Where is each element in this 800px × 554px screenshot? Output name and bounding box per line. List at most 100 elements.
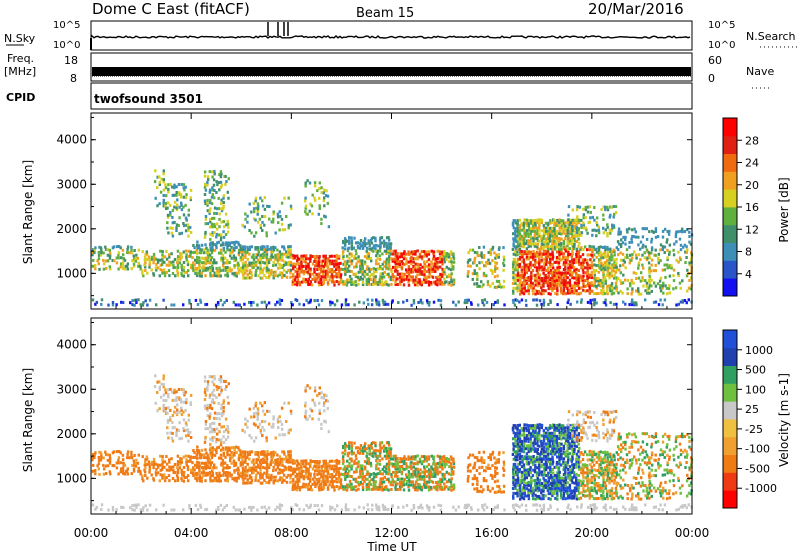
power-echo-cell <box>279 256 282 259</box>
power-echo-cell <box>372 278 376 282</box>
power-echo-cell <box>489 253 492 257</box>
power-echo-cell <box>558 273 561 277</box>
velocity-echo-cell <box>132 467 136 471</box>
power-echo-cell <box>94 264 97 268</box>
power-echo-cell <box>534 258 537 262</box>
power-echo-cell <box>237 268 241 272</box>
power-echo-cell <box>520 237 524 241</box>
velocity-echo-cell <box>352 477 355 481</box>
power-echo-cell <box>491 269 494 273</box>
velocity-echo-cell <box>304 389 307 393</box>
power-echo-cell <box>621 281 625 285</box>
power-echo-cell <box>547 274 550 278</box>
power-echo-cell <box>614 270 618 274</box>
power-echo-cell <box>497 253 500 257</box>
power-echo-cell <box>293 256 296 260</box>
power-echo-cell <box>582 223 586 227</box>
power-echo-cell <box>195 274 199 278</box>
power-echo-cell <box>377 249 380 253</box>
velocity-echo-cell <box>366 477 369 481</box>
power-echo-cell <box>562 263 565 267</box>
power-echo-cell <box>569 219 572 223</box>
velocity-echo-cell <box>219 375 223 379</box>
power-echo-cell <box>213 206 217 210</box>
power-echo-cell <box>593 271 596 275</box>
power-echo-cell <box>342 250 345 254</box>
power-echo-cell <box>612 258 616 262</box>
power-echo-cell <box>469 264 472 268</box>
velocity-echo-cell <box>387 454 390 458</box>
power-echo-cell <box>111 303 115 307</box>
power-echo-cell <box>593 278 596 282</box>
velocity-echo-cell <box>237 472 240 475</box>
power-echo-cell <box>296 267 299 271</box>
power-echo-cell <box>171 193 174 197</box>
velocity-echo-cell <box>392 462 395 466</box>
power-echo-cell <box>407 250 410 254</box>
velocity-echo-cell <box>328 483 331 487</box>
velocity-echo-cell <box>365 451 369 455</box>
power-echo-cell <box>198 246 201 250</box>
velocity-echo-cell <box>215 471 218 475</box>
power-echo-cell <box>512 289 515 293</box>
power-echo-cell <box>632 235 635 239</box>
power-echo-cell <box>578 286 581 290</box>
velocity-echo-cell <box>330 485 334 489</box>
velocity-echo-cell <box>108 459 112 462</box>
power-echo-cell <box>204 259 207 263</box>
velocity-echo-cell <box>265 470 269 474</box>
velocity-echo-cell <box>248 476 252 480</box>
power-echo-cell <box>527 219 531 223</box>
velocity-echo-cell <box>226 474 229 478</box>
velocity-echo-cell <box>311 482 314 486</box>
power-echo-cell <box>276 256 280 260</box>
power-echo-cell <box>437 257 440 260</box>
power-echo-cell <box>551 273 554 277</box>
velocity-echo-cell <box>175 398 178 402</box>
power-echo-cell <box>485 274 488 278</box>
power-echo-cell <box>597 228 601 232</box>
velocity-echo-cell <box>241 455 245 459</box>
power-echo-cell <box>589 258 592 262</box>
velocity-echo-cell <box>309 464 312 468</box>
velocity-echo-cell <box>309 462 312 466</box>
power-echo-cell <box>476 274 479 278</box>
power-echo-cell <box>248 248 251 251</box>
power-echo-cell <box>573 286 576 290</box>
power-echo-cell <box>674 232 678 236</box>
velocity-echo-cell <box>280 476 284 480</box>
power-echo-cell <box>532 250 535 253</box>
velocity-echo-cell <box>361 452 365 455</box>
power-echo-cell <box>572 261 576 265</box>
power-echo-cell <box>219 175 223 179</box>
power-echo-cell <box>341 268 345 271</box>
power-echo-cell <box>320 260 323 263</box>
velocity-echo-cell <box>137 453 140 457</box>
power-echo-cell <box>165 257 169 261</box>
power-echo-cell <box>365 280 368 284</box>
power-echo-cell <box>309 280 312 284</box>
power-echo-cell <box>628 303 631 307</box>
velocity-echo-cell <box>226 476 229 480</box>
power-echo-cell <box>209 248 212 252</box>
power-echo-cell <box>560 247 563 251</box>
power-echo-cell <box>390 257 393 261</box>
power-echo-cell <box>588 205 592 209</box>
power-echo-cell <box>350 247 354 251</box>
power-echo-cell <box>375 300 378 304</box>
power-echo-cell <box>547 221 550 225</box>
power-echo-cell <box>624 278 627 282</box>
power-echo-cell <box>643 227 647 231</box>
power-echo-cell <box>394 262 397 266</box>
power-echo-cell <box>276 253 279 256</box>
power-echo-cell <box>93 248 96 252</box>
power-echo-cell <box>389 249 392 253</box>
velocity-echo-cell <box>276 479 280 483</box>
power-echo-cell <box>300 257 303 261</box>
power-echo-cell <box>417 277 420 281</box>
power-echo-cell <box>476 251 479 255</box>
power-echo-cell <box>331 270 334 274</box>
velocity-echo-cell <box>108 470 111 474</box>
velocity-echo-cell <box>267 452 270 456</box>
power-echo-cell <box>538 239 541 243</box>
